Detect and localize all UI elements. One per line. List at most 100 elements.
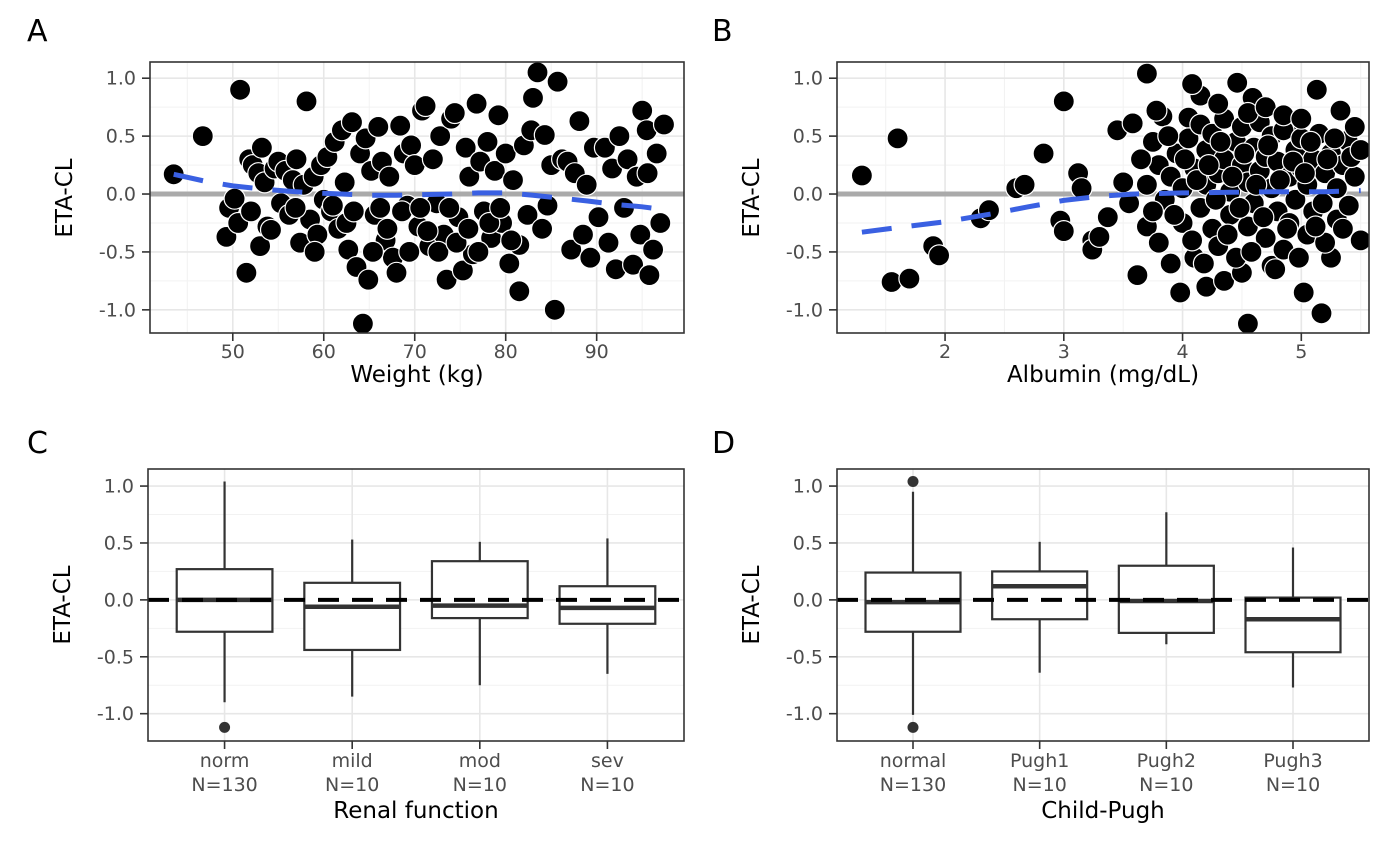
data-point	[1126, 264, 1149, 287]
data-point	[454, 136, 477, 159]
data-point	[579, 246, 602, 269]
data-point	[1207, 92, 1230, 115]
y-axis-tick-label: 0.0	[793, 589, 823, 611]
data-point	[1305, 78, 1328, 101]
data-point	[478, 211, 501, 235]
y-axis-tick-label: -0.5	[786, 646, 823, 668]
data-point	[229, 78, 252, 101]
panel-border	[149, 61, 685, 334]
data-point	[1268, 169, 1292, 192]
group-tick-label: mod N=10	[453, 750, 507, 796]
data-point	[1185, 169, 1208, 192]
x-axis-tick-label: 70	[403, 341, 427, 363]
data-point	[376, 217, 399, 240]
data-point	[1070, 177, 1093, 200]
data-point	[1180, 229, 1204, 252]
data-point	[443, 101, 466, 125]
outlier-point	[907, 721, 919, 733]
y-axis-tick-label: 0.0	[793, 184, 823, 206]
panel-d-y-axis-title: ETA-CL	[739, 565, 765, 645]
data-point	[398, 240, 421, 263]
data-point	[1192, 252, 1216, 275]
data-point	[850, 164, 874, 187]
data-point	[1163, 203, 1186, 226]
data-point	[1349, 229, 1369, 252]
panel-b-tag: B	[712, 14, 733, 49]
panel-border	[836, 61, 1370, 334]
box	[558, 585, 657, 625]
data-point	[593, 136, 617, 159]
data-point	[608, 125, 631, 148]
data-point	[1349, 138, 1369, 162]
data-point	[498, 252, 521, 275]
group-tick-label: sev N=10	[580, 750, 634, 796]
data-point	[1088, 225, 1111, 248]
data-point	[1275, 217, 1299, 240]
outlier-point	[907, 476, 919, 488]
data-point	[414, 94, 437, 118]
data-point	[465, 92, 488, 115]
panel-d: 1.0 0.5 0.0 -0.5 -1.0 normal N=130 Pugh1 N=10 Pug…	[786, 468, 1370, 796]
data-point	[560, 238, 583, 261]
data-point	[1304, 215, 1327, 238]
y-axis-tick-label: -1.0	[786, 299, 823, 321]
box	[1244, 596, 1342, 654]
data-point	[1145, 99, 1168, 122]
data-point	[1228, 196, 1251, 219]
data-point	[239, 200, 263, 223]
y-axis-tick-label: 0.0	[104, 589, 134, 611]
data-point	[249, 235, 272, 258]
data-point	[1233, 142, 1256, 165]
data-point	[1209, 130, 1232, 153]
data-point	[1135, 173, 1159, 196]
panel-c-tag: C	[27, 426, 48, 461]
data-point	[501, 169, 525, 192]
data-point	[1216, 223, 1239, 246]
data-point	[458, 165, 481, 188]
panel-c-y-axis-title: ETA-CL	[50, 565, 76, 645]
data-point	[652, 113, 676, 136]
data-point	[191, 125, 214, 148]
data-point	[521, 86, 545, 110]
x-axis-tick-label: 60	[312, 341, 336, 363]
data-point	[284, 196, 307, 219]
data-point	[597, 231, 620, 254]
data-point	[1287, 246, 1311, 269]
data-point	[1310, 302, 1333, 325]
data-point	[638, 264, 661, 287]
panel-content	[150, 62, 684, 333]
data-point	[333, 171, 356, 194]
data-point	[886, 127, 909, 150]
group-tick-label: norm N=130	[191, 750, 257, 796]
x-axis-tick-label: 4	[1177, 341, 1189, 363]
data-point	[1197, 154, 1220, 177]
data-point	[1157, 125, 1180, 148]
panel-a-x-axis-title: Weight (kg)	[350, 362, 484, 388]
data-point	[367, 115, 390, 139]
y-axis-tick-label: 0.5	[793, 532, 823, 554]
data-point	[1129, 148, 1153, 171]
data-point	[1135, 62, 1159, 85]
data-point	[1169, 281, 1192, 304]
y-axis-tick-label: 0.5	[104, 532, 134, 554]
data-point	[250, 136, 273, 159]
panel-a: 1.0 0.5 0.0 -0.5 -1.0 50 60 70 80 90	[99, 61, 685, 363]
data-point	[571, 223, 595, 246]
group-tick-label: Pugh2 N=10	[1137, 750, 1196, 796]
data-point	[1236, 312, 1259, 333]
data-point	[1180, 72, 1204, 96]
y-axis-tick-label: -1.0	[97, 703, 134, 725]
data-point	[476, 130, 499, 153]
y-axis-tick-label: 1.0	[793, 476, 823, 498]
data-point	[1112, 171, 1135, 194]
data-point	[1337, 194, 1360, 217]
data-point	[457, 217, 480, 240]
data-point	[530, 217, 554, 240]
panel-b: 1.0 0.5 0.0 -0.5 -1.0 2 3 4 5	[786, 61, 1370, 363]
data-point	[342, 200, 365, 223]
panel-border	[836, 468, 1370, 742]
data-point	[303, 240, 326, 263]
y-axis-tick-label: 1.0	[104, 476, 134, 498]
